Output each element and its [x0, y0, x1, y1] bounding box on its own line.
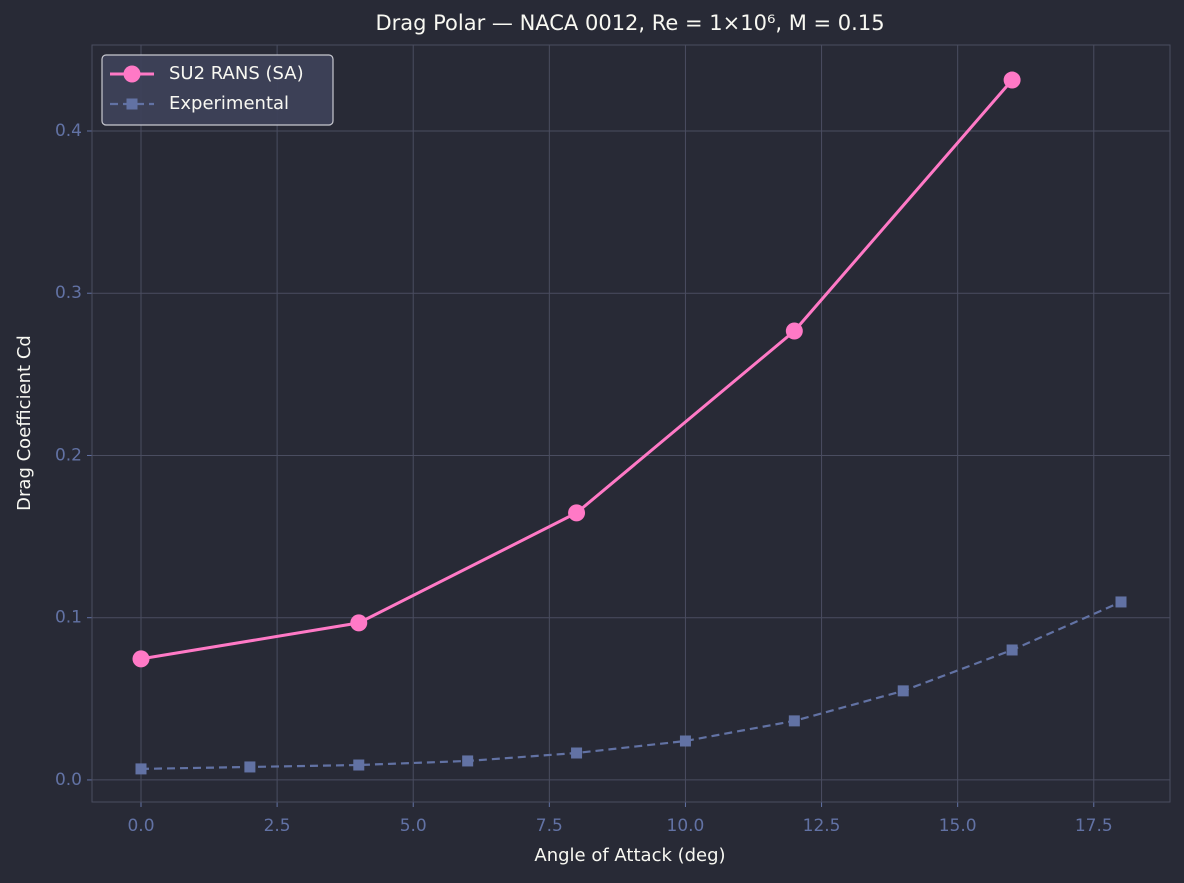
- x-axis-label: Angle of Attack (deg): [534, 845, 725, 866]
- x-tick-label: 15.0: [939, 816, 977, 836]
- legend-label: Experimental: [169, 93, 289, 114]
- y-tick-label: 0.4: [55, 121, 82, 141]
- x-tick-label: 7.5: [536, 816, 563, 836]
- data-point: [244, 761, 256, 773]
- y-tick-label: 0.1: [55, 608, 82, 628]
- data-point: [679, 735, 691, 747]
- data-point: [462, 755, 474, 767]
- series-line: [140, 600, 1122, 771]
- legend-marker: [123, 65, 141, 83]
- data-point: [1003, 71, 1021, 89]
- y-tick-label: 0.3: [55, 283, 82, 303]
- x-tick-label: 17.5: [1075, 816, 1113, 836]
- y-tick-label: 0.0: [55, 770, 82, 790]
- data-point: [135, 763, 147, 775]
- data-point: [1115, 596, 1127, 608]
- data-point: [132, 650, 150, 668]
- y-tick-label: 0.2: [55, 445, 82, 465]
- data-point: [353, 759, 365, 771]
- legend-box: [101, 54, 334, 126]
- data-point: [897, 685, 909, 697]
- x-tick-label: 0.0: [127, 816, 154, 836]
- x-tick-label: 5.0: [400, 816, 427, 836]
- x-tick-label: 12.5: [803, 816, 841, 836]
- legend-label: SU2 RANS (SA): [169, 63, 304, 84]
- legend: SU2 RANS (SA) Experimental: [101, 54, 334, 126]
- data-point: [785, 322, 803, 340]
- chart-title: Drag Polar — NACA 0012, Re = 1×10⁶, M = …: [375, 11, 884, 35]
- plot-frame: [91, 44, 1171, 803]
- data-point: [571, 747, 583, 759]
- data-point: [350, 614, 368, 632]
- data-point: [568, 504, 586, 522]
- data-point: [1006, 644, 1018, 656]
- data-point: [788, 715, 800, 727]
- x-tick-label: 2.5: [264, 816, 291, 836]
- x-tick-label: 10.0: [667, 816, 705, 836]
- y-axis-label: Drag Coefficient Cd: [14, 335, 35, 511]
- legend-marker: [126, 98, 138, 110]
